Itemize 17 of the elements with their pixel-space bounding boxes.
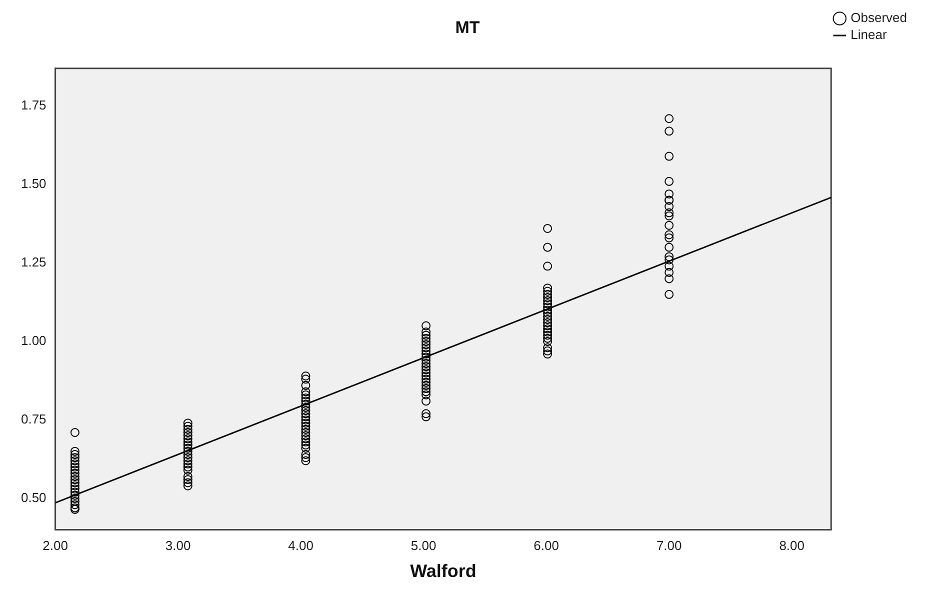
- y-tick-label: 0.75: [20, 412, 46, 427]
- chart-title: MT: [455, 18, 480, 37]
- legend-label: Observed: [850, 10, 908, 26]
- x-axis-title: Walford: [410, 561, 476, 582]
- y-tick-label: 1.75: [20, 98, 46, 113]
- y-tick-label: 1.50: [20, 176, 46, 192]
- y-tick-label: 0.50: [20, 490, 46, 505]
- x-tick-label: 3.00: [165, 538, 191, 554]
- x-tick-label: 7.00: [656, 538, 682, 554]
- x-tick-label: 6.00: [534, 538, 559, 554]
- legend-label: Linear: [850, 27, 888, 42]
- y-tick-label: 1.25: [20, 254, 46, 270]
- x-tick-label: 2.00: [42, 538, 68, 554]
- x-tick-label: 8.00: [779, 538, 805, 554]
- y-tick-label: 1.00: [20, 333, 46, 348]
- x-tick-label: 4.00: [288, 538, 314, 554]
- x-tick-label: 5.00: [410, 538, 436, 554]
